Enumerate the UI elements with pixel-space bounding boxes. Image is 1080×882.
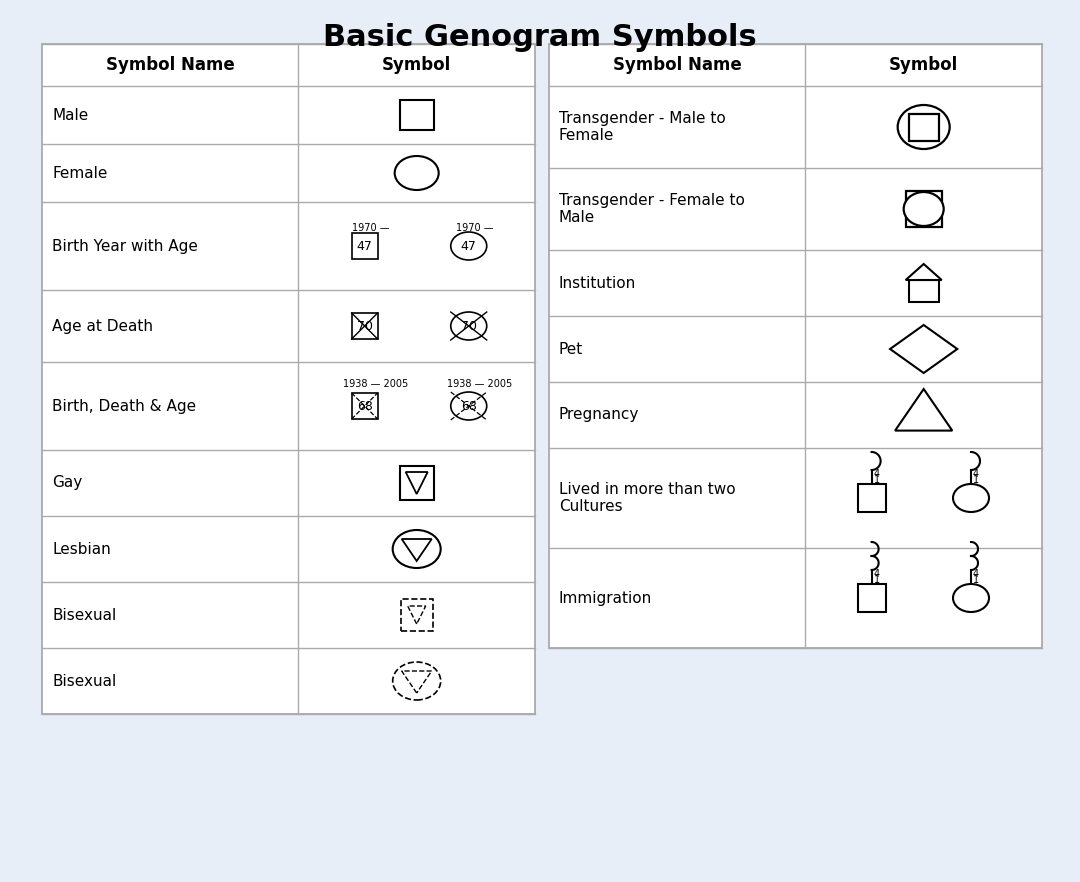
Bar (549, 44, 1042, 648)
Text: Symbol: Symbol (382, 56, 451, 74)
Text: Bisexual: Bisexual (52, 674, 117, 689)
Text: 4: 4 (973, 469, 980, 479)
Text: 47: 47 (461, 240, 476, 252)
Ellipse shape (450, 312, 487, 340)
Bar (908, 280, 939, 302)
Bar (352, 393, 378, 419)
Text: 70: 70 (461, 319, 476, 333)
Text: Basic Genogram Symbols: Basic Genogram Symbols (323, 23, 757, 51)
Ellipse shape (953, 484, 989, 512)
Text: Male: Male (52, 108, 89, 123)
Text: Pet: Pet (559, 341, 583, 356)
Text: 1: 1 (874, 475, 880, 485)
Text: Lived in more than two
Cultures: Lived in more than two Cultures (559, 482, 735, 514)
Text: Birth, Death & Age: Birth, Death & Age (52, 399, 197, 414)
Polygon shape (895, 389, 953, 430)
Text: 1: 1 (973, 575, 980, 585)
Ellipse shape (394, 156, 438, 190)
Text: Institution: Institution (559, 275, 636, 290)
Text: 68: 68 (461, 400, 476, 413)
Polygon shape (890, 325, 957, 373)
Polygon shape (406, 472, 428, 494)
Text: 1: 1 (973, 475, 980, 485)
Polygon shape (407, 606, 426, 624)
Text: Transgender - Male to
Female: Transgender - Male to Female (559, 111, 726, 143)
Text: Female: Female (52, 166, 107, 181)
Text: Symbol Name: Symbol Name (612, 56, 742, 74)
Bar (400, 466, 434, 500)
Ellipse shape (393, 530, 441, 568)
Polygon shape (402, 539, 432, 561)
Ellipse shape (450, 232, 487, 260)
Text: 68: 68 (356, 400, 373, 413)
Text: Bisexual: Bisexual (52, 608, 117, 623)
Text: 4: 4 (874, 469, 880, 479)
Bar (858, 484, 886, 512)
Text: 1938 — 2005: 1938 — 2005 (342, 379, 408, 389)
Text: Transgender - Female to
Male: Transgender - Female to Male (559, 193, 745, 225)
Text: Lesbian: Lesbian (52, 542, 111, 557)
Text: Birth Year with Age: Birth Year with Age (52, 238, 198, 253)
Text: 1970 —: 1970 — (352, 223, 389, 233)
Bar (42, 44, 535, 714)
Text: 4: 4 (874, 569, 880, 579)
Bar (906, 191, 942, 227)
Polygon shape (402, 671, 432, 693)
Ellipse shape (953, 584, 989, 612)
Ellipse shape (904, 192, 944, 226)
Ellipse shape (897, 105, 949, 149)
Text: Age at Death: Age at Death (52, 318, 153, 333)
Bar (352, 313, 378, 339)
Text: Immigration: Immigration (559, 591, 652, 606)
Ellipse shape (450, 392, 487, 420)
Text: 47: 47 (356, 240, 373, 252)
Ellipse shape (393, 662, 441, 700)
Text: 1970 —: 1970 — (456, 223, 494, 233)
Text: Gay: Gay (52, 475, 82, 490)
Text: Symbol Name: Symbol Name (106, 56, 234, 74)
Text: Symbol: Symbol (889, 56, 958, 74)
Bar (352, 233, 378, 259)
Text: 70: 70 (356, 319, 373, 333)
Polygon shape (906, 264, 942, 280)
Bar (858, 584, 886, 612)
Text: 1: 1 (874, 575, 880, 585)
Bar (908, 114, 939, 140)
Bar (401, 599, 433, 631)
Bar (400, 100, 434, 130)
Text: Pregnancy: Pregnancy (559, 407, 639, 422)
Text: 1938 — 2005: 1938 — 2005 (447, 379, 512, 389)
Text: 4: 4 (973, 569, 980, 579)
